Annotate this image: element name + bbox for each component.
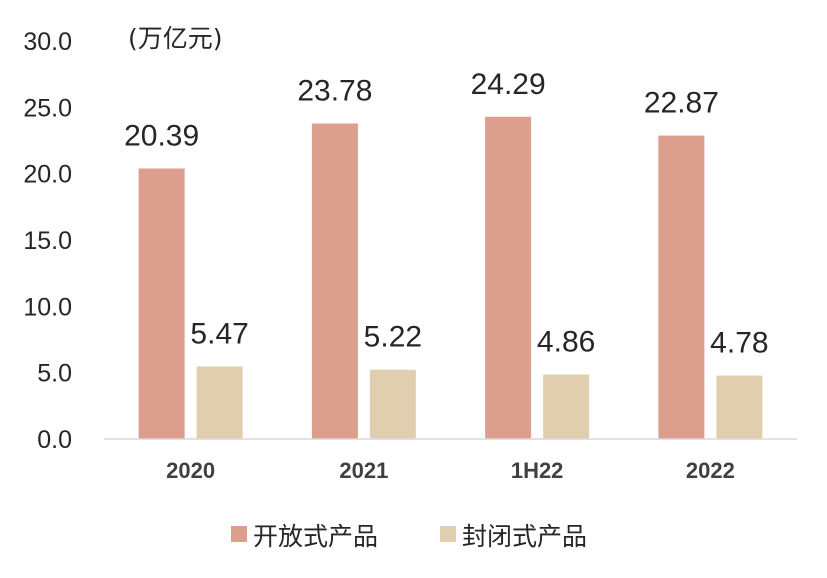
legend-label: 开放式产品 xyxy=(253,522,378,551)
data-label: 24.29 xyxy=(471,68,546,101)
data-label: 5.22 xyxy=(364,321,422,354)
y-tick-label: 20.0 xyxy=(23,161,72,189)
legend: 开放式产品 封闭式产品 xyxy=(231,522,587,551)
bar-open-end-2020 xyxy=(138,168,185,439)
x-axis-category-labels: 2020 2021 1H22 2022 xyxy=(166,458,735,483)
y-tick-label: 0.0 xyxy=(37,426,72,454)
bar-open-end-2022 xyxy=(658,135,705,439)
y-tick-label: 30.0 xyxy=(23,28,72,56)
data-label: 23.78 xyxy=(297,75,372,108)
data-label: 4.86 xyxy=(537,326,595,359)
data-labels: 20.39 23.78 24.29 22.87 5.47 5.22 4.86 4.78 xyxy=(124,68,768,360)
legend-swatch xyxy=(440,526,456,542)
y-tick-label: 15.0 xyxy=(23,227,72,255)
x-tick-label: 2021 xyxy=(339,458,388,483)
legend-swatch xyxy=(231,526,247,542)
bar-closed-end-2021 xyxy=(369,369,416,439)
bar-series xyxy=(138,116,763,439)
bar-closed-end-2022 xyxy=(716,375,763,439)
y-tick-label: 10.0 xyxy=(23,293,72,321)
y-axis-unit-label: (万亿元) xyxy=(128,24,223,53)
legend-label: 封闭式产品 xyxy=(462,522,587,551)
data-label: 20.39 xyxy=(124,119,199,152)
y-tick-label: 25.0 xyxy=(23,94,72,122)
bar-open-end-2021 xyxy=(311,123,358,439)
data-label: 4.78 xyxy=(710,327,768,360)
x-tick-label: 2020 xyxy=(166,458,215,483)
data-label: 22.87 xyxy=(644,87,719,120)
y-axis-ticks: 0.0 5.0 10.0 15.0 20.0 25.0 30.0 xyxy=(23,28,72,454)
y-tick-label: 5.0 xyxy=(37,360,72,388)
bar-open-end-1h22 xyxy=(485,116,532,439)
x-tick-label: 1H22 xyxy=(511,458,564,483)
bar-closed-end-1h22 xyxy=(543,374,590,439)
x-tick-label: 2022 xyxy=(686,458,735,483)
bar-closed-end-2020 xyxy=(196,366,243,439)
data-label: 5.47 xyxy=(190,317,248,350)
